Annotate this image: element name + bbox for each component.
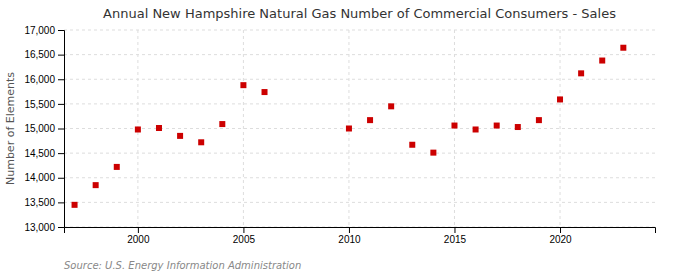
x-tick-label: 2010 [338, 234, 361, 245]
x-tick-label: 2015 [444, 234, 467, 245]
chart: 2000 2005 2010 2015 2020 13,000 13,500 14,000 14… [0, 0, 675, 275]
y-tick-mark [58, 30, 64, 31]
x-tick: 2010 [338, 227, 361, 245]
point [578, 70, 584, 76]
grid-line-y [64, 128, 655, 129]
point [515, 124, 521, 130]
grid-line-y [64, 202, 655, 203]
source: Source: U.S. Energy Information Administ… [64, 260, 301, 271]
grid-line-y [64, 79, 655, 80]
x-tick-label: 2020 [549, 234, 572, 245]
x-tick-mark [560, 227, 561, 233]
grid-line-y [64, 177, 655, 178]
y-tick-mark [58, 129, 64, 130]
y-tick-label: 13,000 [24, 222, 55, 233]
point [135, 126, 141, 132]
grid-line-y [64, 153, 655, 154]
y-tick-label: 16,500 [24, 49, 55, 60]
y-axis-title: Number of Elements [4, 72, 17, 185]
y-tick-mark [58, 202, 64, 203]
y-tick: 16,000 [24, 74, 64, 85]
y-tick-label: 14,500 [24, 148, 55, 159]
plot: 2000 2005 2010 2015 2020 13,000 13,500 14,000 14… [24, 25, 655, 245]
y-tick-mark [58, 178, 64, 179]
point [409, 142, 415, 148]
grid-line-x [560, 30, 561, 227]
x-tick-mark [349, 227, 350, 233]
x-tick: 2015 [444, 227, 467, 245]
point [557, 96, 563, 102]
point [599, 58, 605, 64]
grid-line-y [64, 30, 655, 31]
y-tick-mark [58, 79, 64, 80]
y-tick-label: 15,500 [24, 99, 55, 110]
point [473, 126, 479, 132]
point [430, 150, 436, 156]
x-tick-mark [243, 227, 244, 233]
y-tick: 15,000 [24, 123, 64, 134]
y-axis: 13,000 13,500 14,000 14,500 15,000 15,500 16,0… [24, 25, 64, 233]
point [388, 103, 394, 109]
point [240, 82, 246, 88]
x-tick-mark [454, 227, 455, 233]
x-tick-mark [138, 227, 139, 233]
point [620, 45, 626, 51]
point [219, 121, 225, 127]
grid [64, 30, 655, 227]
x-tick: 2000 [127, 227, 150, 245]
y-tick-label: 13,500 [24, 197, 55, 208]
grid-line-x [243, 30, 244, 227]
point [262, 89, 268, 95]
y-tick-label: 16,000 [24, 74, 55, 85]
point [494, 123, 500, 129]
x-axis: 2000 2005 2010 2015 2020 [65, 227, 656, 245]
y-tick-mark [58, 55, 64, 56]
point [346, 126, 352, 132]
point [93, 182, 99, 188]
x-tick-label: 2000 [127, 234, 150, 245]
y-tick-mark [58, 153, 64, 154]
y-tick-mark [58, 104, 64, 105]
y-tick: 17,000 [24, 25, 64, 36]
point [177, 133, 183, 139]
x-tick: 2020 [549, 227, 572, 245]
y-tick: 14,500 [24, 148, 64, 159]
y-tick: 16,500 [24, 49, 64, 60]
point [156, 125, 162, 131]
points [72, 45, 627, 208]
y-tick-mark [58, 227, 64, 228]
point [536, 117, 542, 123]
y-tick-label: 14,000 [24, 172, 55, 183]
y-tick: 14,000 [24, 172, 64, 183]
point [451, 123, 457, 129]
grid-line-y [64, 54, 655, 55]
x-axis-line [65, 228, 656, 234]
title: Annual New Hampshire Natural Gas Number … [103, 6, 616, 21]
grid-line-y [64, 103, 655, 104]
y-axis-line [58, 31, 65, 228]
point [198, 139, 204, 145]
point [72, 202, 78, 208]
y-tick: 13,500 [24, 197, 64, 208]
y-tick-label: 17,000 [24, 25, 55, 36]
y-tick: 15,500 [24, 99, 64, 110]
y-tick-label: 15,000 [24, 123, 55, 134]
point [114, 164, 120, 170]
y-tick: 13,000 [24, 222, 64, 233]
x-tick-label: 2005 [233, 234, 256, 245]
point [367, 117, 373, 123]
x-tick: 2005 [233, 227, 256, 245]
